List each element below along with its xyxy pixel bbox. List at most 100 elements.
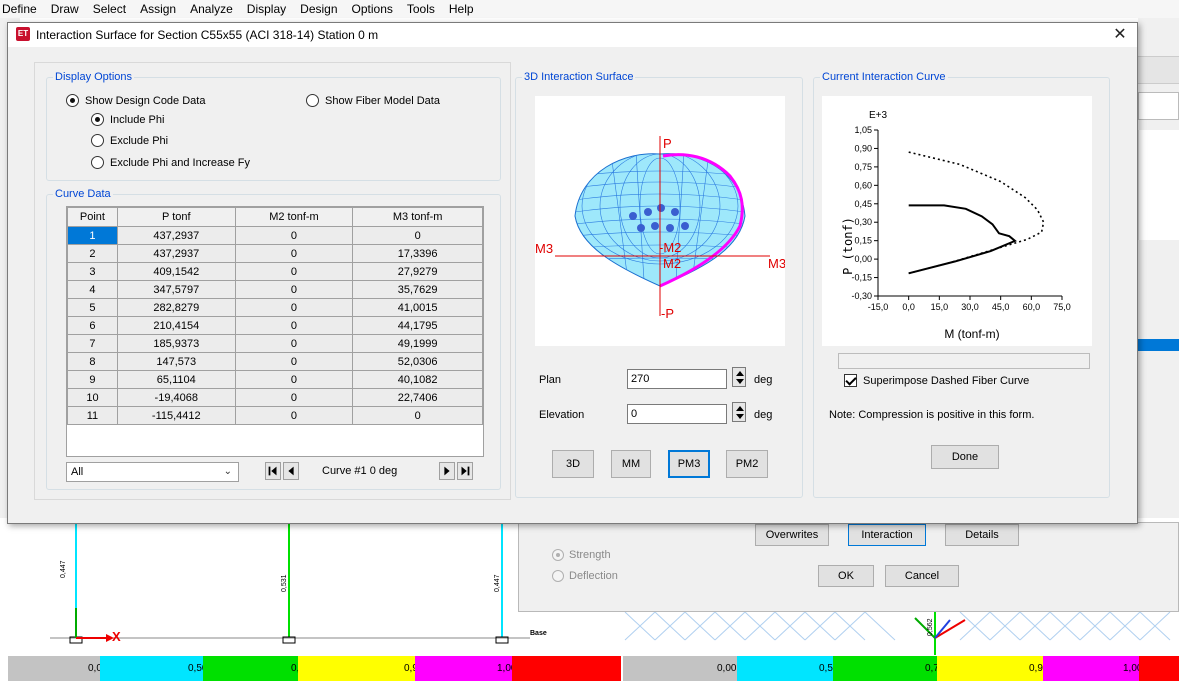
surface-3d-plot[interactable]: P -P M3 M3 -M2 M2 — [535, 96, 785, 346]
value-cell[interactable]: 282,8279 — [116, 298, 236, 317]
value-cell[interactable]: 0 — [234, 244, 354, 263]
details-button[interactable]: Details — [945, 524, 1019, 546]
value-cell[interactable]: 52,0306 — [352, 352, 483, 371]
spin-up-icon[interactable] — [736, 406, 744, 411]
table-row[interactable]: 11 -115,4412 0 0 — [67, 406, 483, 425]
include-phi-radio-button[interactable] — [91, 113, 104, 126]
spin-down-icon[interactable] — [736, 414, 744, 419]
view-3d-button[interactable]: 3D — [552, 450, 594, 478]
value-cell[interactable]: 0 — [352, 406, 483, 425]
superimpose-checkbox[interactable] — [844, 374, 857, 387]
menu-item-design[interactable]: Design — [300, 2, 338, 16]
point-cell[interactable]: 5 — [67, 298, 118, 317]
plan-spinner[interactable] — [732, 367, 746, 387]
view-mm-button[interactable]: MM — [611, 450, 651, 478]
table-row[interactable]: 4 347,5797 0 35,7629 — [67, 280, 483, 299]
point-cell[interactable]: 2 — [67, 244, 118, 263]
show-fiber-model-radio-button[interactable] — [306, 94, 319, 107]
point-cell[interactable]: 7 — [67, 334, 118, 353]
menu-item-display[interactable]: Display — [246, 2, 287, 16]
table-row[interactable]: 3 409,1542 0 27,9279 — [67, 262, 483, 281]
column-header-point[interactable]: Point — [67, 207, 118, 227]
menu-item-tools[interactable]: Tools — [406, 2, 435, 16]
table-row[interactable]: 2 437,2937 0 17,3396 — [67, 244, 483, 263]
show-design-code-radio-button[interactable] — [66, 94, 79, 107]
value-cell[interactable]: 437,2937 — [116, 244, 236, 263]
value-cell[interactable]: 347,5797 — [116, 280, 236, 299]
value-cell[interactable]: 40,1082 — [352, 370, 483, 389]
plan-input[interactable]: 270 — [627, 369, 727, 389]
value-cell[interactable]: 437,2937 — [116, 226, 236, 245]
value-cell[interactable]: 22,7406 — [352, 388, 483, 407]
spin-down-icon[interactable] — [736, 379, 744, 384]
point-cell[interactable]: 10 — [67, 388, 118, 407]
exclude-phi-radio-button[interactable] — [91, 134, 104, 147]
point-cell[interactable]: 9 — [67, 370, 118, 389]
value-cell[interactable]: 0 — [234, 352, 354, 371]
value-cell[interactable]: -115,4412 — [116, 406, 236, 425]
table-row[interactable]: 9 65,1104 0 40,1082 — [67, 370, 483, 389]
point-cell[interactable]: 4 — [67, 280, 118, 299]
value-cell[interactable]: 210,4154 — [116, 316, 236, 335]
table-row[interactable]: 1 437,2937 0 0 — [67, 226, 483, 245]
value-cell[interactable]: 185,9373 — [116, 334, 236, 353]
value-cell[interactable]: 0 — [234, 262, 354, 281]
point-cell[interactable]: 8 — [67, 352, 118, 371]
menu-item-draw[interactable]: Draw — [50, 2, 79, 16]
spin-up-icon[interactable] — [736, 371, 744, 376]
value-cell[interactable]: 0 — [234, 226, 354, 245]
exclude-phi-increase-fy-radio-button[interactable] — [91, 156, 104, 169]
point-cell[interactable]: 3 — [67, 262, 118, 281]
menu-item-analyze[interactable]: Analyze — [190, 2, 233, 16]
cancel-button[interactable]: Cancel — [885, 565, 959, 587]
interaction-button[interactable]: Interaction — [848, 524, 926, 546]
value-cell[interactable]: 0 — [234, 316, 354, 335]
value-cell[interactable]: 0 — [234, 298, 354, 317]
curve-data-table[interactable]: Point P tonf M2 tonf-m M3 tonf-m 1 437,29… — [66, 206, 484, 457]
show-fiber-model-radio[interactable]: Show Fiber Model Data — [306, 94, 440, 107]
table-row[interactable]: 5 282,8279 0 41,0015 — [67, 298, 483, 317]
last-curve-icon[interactable] — [457, 462, 473, 480]
table-row[interactable]: 8 147,573 0 52,0306 — [67, 352, 483, 371]
elevation-input[interactable]: 0 — [627, 404, 727, 424]
value-cell[interactable]: 41,0015 — [352, 298, 483, 317]
point-cell[interactable]: 11 — [67, 406, 118, 425]
table-row[interactable]: 10 -19,4068 0 22,7406 — [67, 388, 483, 407]
point-cell[interactable]: 6 — [67, 316, 118, 335]
menu-item-select[interactable]: Select — [92, 2, 127, 16]
include-phi-radio[interactable]: Include Phi — [91, 113, 164, 126]
overwrites-button[interactable]: Overwrites — [755, 524, 829, 546]
ok-button[interactable]: OK — [818, 565, 874, 587]
value-cell[interactable]: 0 — [234, 388, 354, 407]
next-curve-icon[interactable] — [439, 462, 455, 480]
value-cell[interactable]: 409,1542 — [116, 262, 236, 281]
done-button[interactable]: Done — [931, 445, 999, 469]
value-cell[interactable]: -19,4068 — [116, 388, 236, 407]
view-pm3-button[interactable]: PM3 — [668, 450, 710, 478]
table-row[interactable]: 6 210,4154 0 44,1795 — [67, 316, 483, 335]
value-cell[interactable]: 147,573 — [116, 352, 236, 371]
table-row[interactable]: 7 185,9373 0 49,1999 — [67, 334, 483, 353]
menu-item-assign[interactable]: Assign — [140, 2, 177, 16]
value-cell[interactable]: 35,7629 — [352, 280, 483, 299]
value-cell[interactable]: 17,3396 — [352, 244, 483, 263]
menu-item-options[interactable]: Options — [351, 2, 393, 16]
value-cell[interactable]: 0 — [234, 334, 354, 353]
exclude-phi-radio[interactable]: Exclude Phi — [91, 134, 168, 147]
point-cell[interactable]: 1 — [67, 226, 118, 245]
value-cell[interactable]: 0 — [234, 406, 354, 425]
value-cell[interactable]: 65,1104 — [116, 370, 236, 389]
value-cell[interactable]: 44,1795 — [352, 316, 483, 335]
previous-curve-icon[interactable] — [283, 462, 299, 480]
value-cell[interactable]: 27,9279 — [352, 262, 483, 281]
value-cell[interactable]: 0 — [234, 370, 354, 389]
deflection-radio[interactable]: Deflection — [552, 570, 618, 582]
value-cell[interactable]: 49,1999 — [352, 334, 483, 353]
menu-item-define[interactable]: Define — [2, 2, 37, 16]
deflection-radio-button[interactable] — [552, 570, 564, 582]
close-icon[interactable]: ✕ — [1113, 26, 1127, 43]
view-pm2-button[interactable]: PM2 — [726, 450, 768, 478]
show-design-code-radio[interactable]: Show Design Code Data — [66, 94, 205, 107]
value-cell[interactable]: 0 — [234, 280, 354, 299]
first-curve-icon[interactable] — [265, 462, 281, 480]
